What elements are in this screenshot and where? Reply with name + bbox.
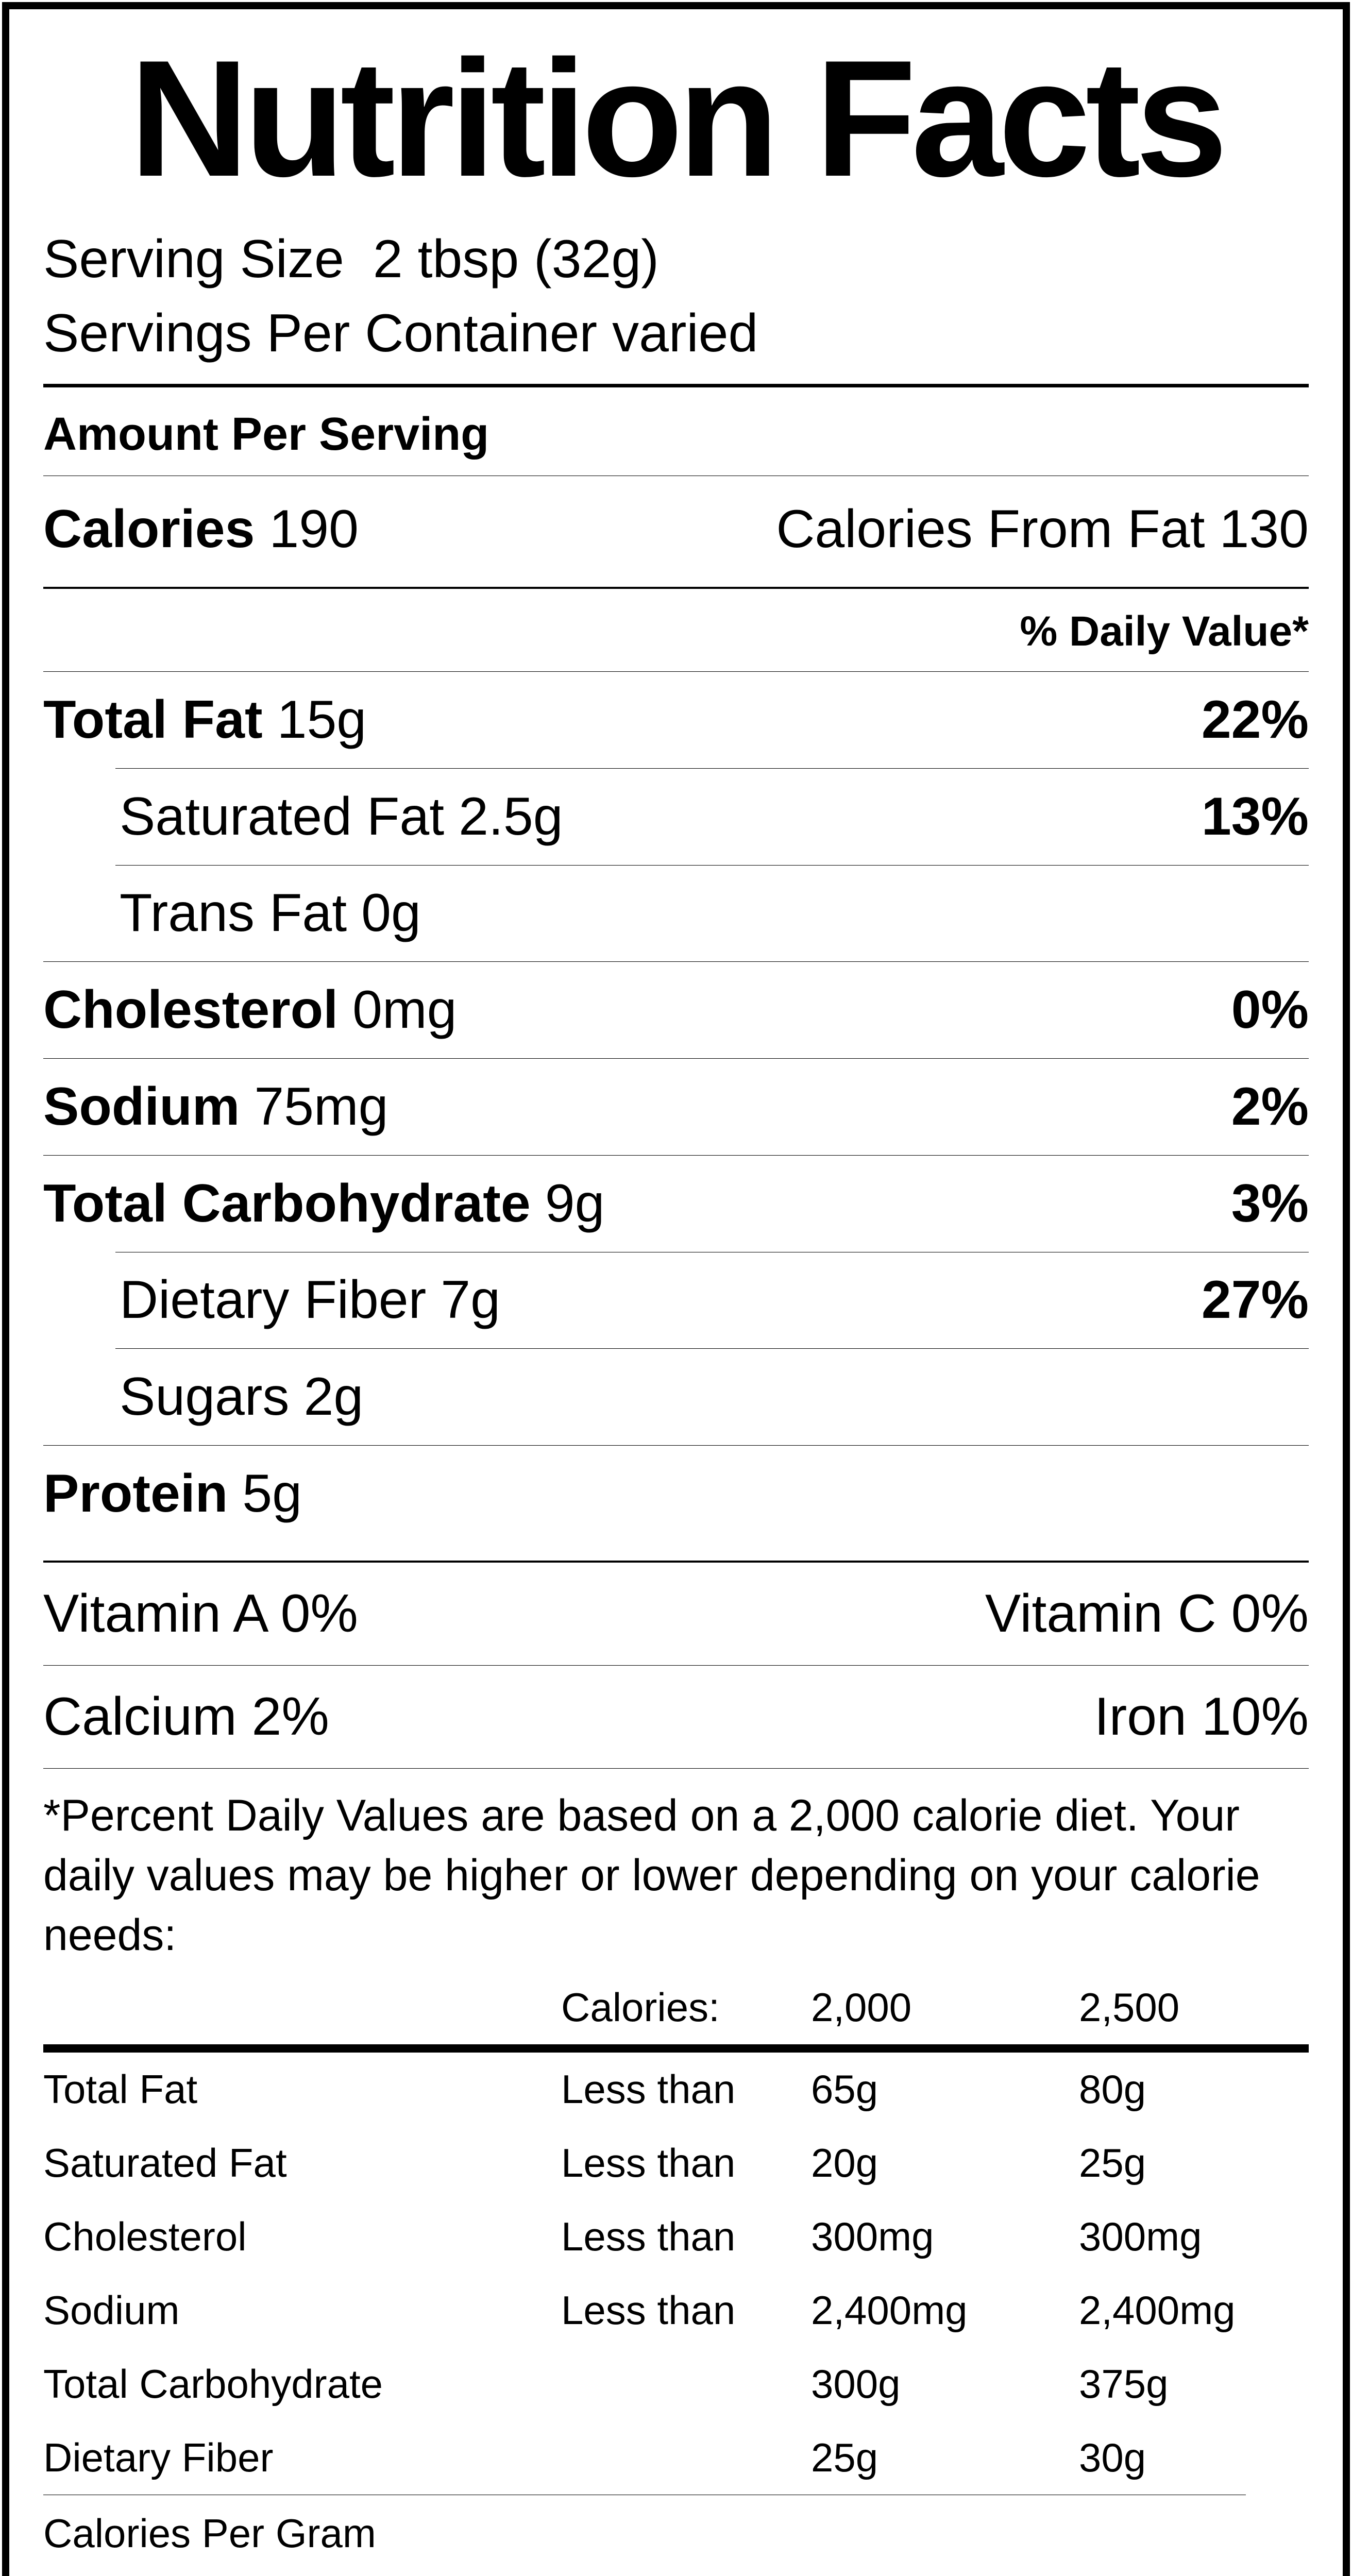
nutrient-amount: 0mg (352, 980, 457, 1040)
nutrient-label: Total Fat (43, 690, 263, 750)
serving-size-value: 2 tbsp (32g) (373, 229, 659, 289)
calories-value: 190 (269, 499, 359, 560)
daily-values-table: Calories: 2,000 2,500 Total Fat Less tha… (43, 1971, 1309, 2495)
divider (43, 671, 1309, 672)
nutrient-amount: 9g (545, 1173, 605, 1233)
serving-size-line: Serving Size 2 tbsp (32g) (43, 223, 1309, 297)
calories-per-gram-heading: Calories Per Gram (43, 2510, 376, 2556)
calories-from-fat-value: 130 (1219, 499, 1309, 560)
serving-size-label: Serving Size (43, 229, 344, 289)
nutrient-row-saturated-fat: Saturated Fat 2.5g 13% (43, 769, 1309, 865)
divider (43, 1155, 1309, 1156)
nutrient-row-cholesterol: Cholesterol 0mg 0% (43, 962, 1309, 1058)
nutrient-label: Protein (43, 1463, 228, 1523)
divider (43, 1665, 1309, 1666)
table-row: Sodium Less than 2,400mg 2,400mg (43, 2287, 1236, 2333)
nutrient-dv: 3% (1231, 1173, 1309, 1233)
thick-separator-bar (43, 1560, 1309, 1563)
table-row: Cholesterol Less than 300mg 300mg (43, 2213, 1202, 2259)
servings-per-container-line: Servings Per Container varied (43, 303, 758, 363)
col-2500-header: 2,500 (1079, 1984, 1180, 2030)
nutrient-dv: 22% (1201, 690, 1309, 750)
nutrient-dv: 13% (1201, 786, 1309, 846)
nutrient-dv: 27% (1201, 1270, 1309, 1330)
amount-per-serving-heading: Amount Per Serving (43, 409, 489, 461)
nutrient-amount: 75mg (254, 1076, 388, 1137)
nutrient-row-dietary-fiber: Dietary Fiber 7g 27% (43, 1252, 1309, 1348)
divider-indented (115, 1348, 1309, 1349)
daily-values-footnote: *Percent Daily Values are based on a 2,0… (43, 1791, 1260, 1960)
nutrient-amount: 0g (361, 883, 421, 943)
nutrient-label: Trans Fat (120, 883, 347, 943)
nutrient-dv: 2% (1231, 1076, 1309, 1137)
nutrient-row-trans-fat: Trans Fat 0g (43, 865, 1309, 961)
label-title: Nutrition Facts (129, 26, 1228, 211)
nutrient-row-sugars: Sugars 2g (43, 1349, 1309, 1445)
nutrient-row-sodium: Sodium 75mg 2% (43, 1059, 1309, 1155)
calories-cell: Calories 190 (43, 499, 359, 560)
calories-row: Calories 190 Calories From Fat 130 (43, 476, 1309, 587)
divider (43, 1058, 1309, 1059)
calories-from-fat-label: Calories From Fat (776, 499, 1205, 560)
calcium-value: Calcium 2% (43, 1686, 329, 1747)
nutrient-dv: 0% (1231, 980, 1309, 1040)
table-row: Saturated Fat Less than 20g 25g (43, 2140, 1146, 2185)
vitamin-c-value: Vitamin C 0% (985, 1583, 1309, 1643)
percent-daily-value-heading: % Daily Value* (1020, 608, 1309, 655)
nutrient-amount: 5g (242, 1463, 302, 1523)
nutrient-row-total-fat: Total Fat 15g 22% (43, 672, 1309, 768)
divider (43, 1445, 1309, 1446)
table-row: Dietary Fiber 25g 30g (43, 2434, 1146, 2480)
iron-value: Iron 10% (1094, 1686, 1309, 1747)
calories-from-fat-cell: Calories From Fat 130 (776, 499, 1309, 560)
divider (43, 1768, 1309, 1769)
thick-separator-bar (43, 587, 1309, 589)
table-row: Total Carbohydrate 300g 375g (43, 2361, 1169, 2406)
divider-indented (115, 768, 1309, 769)
divider (43, 961, 1309, 962)
calories-label: Calories (43, 499, 255, 560)
divider (43, 2044, 1309, 2053)
vitamin-row: Vitamin A 0% Vitamin C 0% (43, 1563, 1309, 1665)
nutrient-row-protein: Protein 5g (43, 1446, 1309, 1542)
nutrient-amount: 2g (303, 1366, 364, 1427)
nutrient-row-total-carbohydrate: Total Carbohydrate 9g 3% (43, 1156, 1309, 1252)
nutrient-label: Sugars (120, 1366, 290, 1427)
table-row: Total Fat Less than 65g 80g (43, 2066, 1146, 2112)
mineral-row: Calcium 2% Iron 10% (43, 1666, 1309, 1768)
nutrient-label: Sodium (43, 1076, 240, 1137)
nutrient-label: Cholesterol (43, 980, 339, 1040)
nutrient-amount: 15g (277, 690, 367, 750)
nutrient-amount: 7g (441, 1270, 500, 1330)
nutrient-label: Saturated Fat (120, 786, 445, 846)
calories-per-gram-row: Fat 9 Carbohydrate 4 Protein 4 (43, 2564, 1309, 2576)
nutrient-label: Total Carbohydrate (43, 1173, 531, 1233)
nutrient-amount: 2.5g (459, 786, 563, 846)
divider-indented (115, 865, 1309, 866)
table-header-row: Calories: 2,000 2,500 (43, 1971, 1309, 2044)
calories-header: Calories: (561, 1984, 720, 2030)
vitamin-a-value: Vitamin A 0% (43, 1583, 358, 1643)
col-2000-header: 2,000 (811, 1984, 912, 2030)
thick-separator-bar (43, 384, 1309, 388)
nutrient-label: Dietary Fiber (120, 1270, 427, 1330)
